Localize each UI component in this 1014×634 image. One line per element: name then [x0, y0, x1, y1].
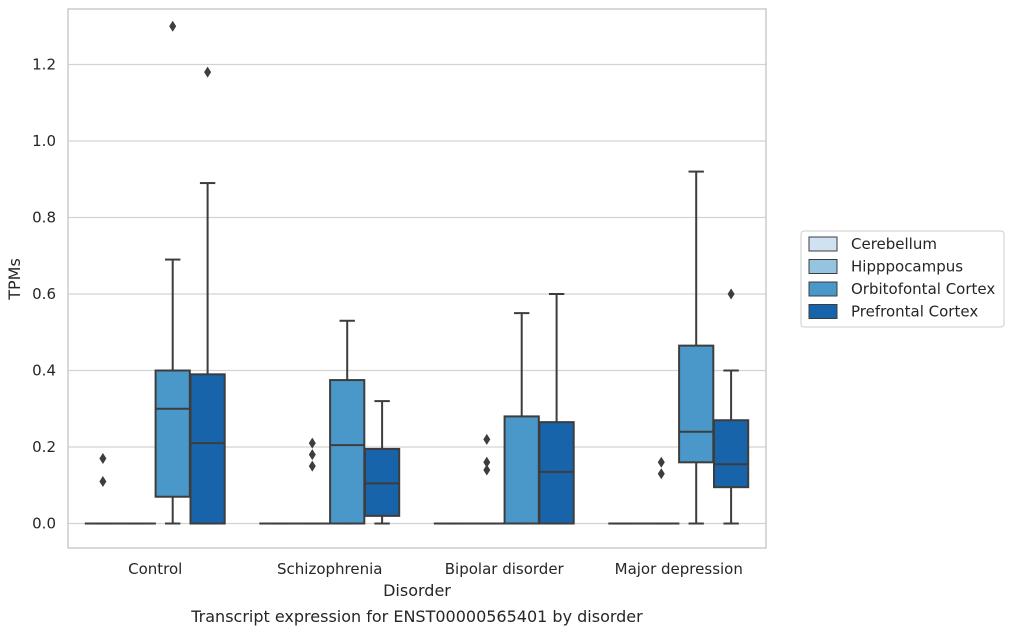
- box-prefrontal-cortex: [189, 66, 226, 525]
- outlier-point: [308, 460, 316, 472]
- legend-label: Hipppocampus: [851, 258, 963, 276]
- x-tick-label: Schizophrenia: [277, 560, 382, 578]
- outlier-point: [727, 288, 735, 300]
- y-tick-label: 0.2: [32, 438, 56, 456]
- y-axis-title: TPMs: [5, 258, 24, 301]
- y-tick-label: 0.0: [32, 515, 56, 533]
- x-axis-title: Disorder: [383, 581, 451, 600]
- box-body: [154, 369, 191, 498]
- y-tick-label: 1.0: [32, 132, 56, 150]
- legend-swatch: [808, 281, 838, 297]
- outlier-point: [483, 456, 491, 468]
- outlier-point: [169, 20, 177, 32]
- legend-swatch: [808, 236, 838, 252]
- box-orbitofontal-cortex: [503, 312, 540, 525]
- outlier-point: [657, 468, 665, 480]
- legend-frame: [800, 230, 1005, 328]
- outlier-point: [204, 66, 212, 78]
- x-tick-label: Control: [128, 560, 182, 578]
- outlier-point: [99, 452, 107, 464]
- outlier-point: [308, 437, 316, 449]
- x-tick-labels: Control Schizophrenia Bipolar disorder Majo…: [128, 560, 743, 578]
- plot-frame: [67, 8, 767, 549]
- box-body: [712, 419, 750, 489]
- legend-label: Orbitofontal Cortex: [851, 280, 995, 298]
- outlier-point: [308, 449, 316, 461]
- outlier-point: [99, 475, 107, 487]
- box-body: [189, 373, 226, 525]
- y-tick-label: 0.8: [32, 208, 56, 226]
- box-prefrontal-cortex: [363, 400, 401, 525]
- outlier-point: [483, 464, 491, 476]
- box-hipppocampus: [643, 456, 680, 525]
- chart-caption: Transcript expression for ENST0000056540…: [190, 607, 643, 626]
- legend-swatch: [808, 259, 838, 274]
- y-tick-label: 0.6: [32, 285, 56, 303]
- legend-label: Prefrontal Cortex: [851, 303, 978, 321]
- y-tick-label: 1.2: [32, 55, 56, 73]
- legend-label: Cerebellum: [851, 235, 937, 253]
- y-tick-labels: 0.0 0.2 0.4 0.6 0.8 1.0 1.2: [32, 55, 56, 532]
- box-body: [678, 344, 715, 464]
- box-orbitofontal-cortex: [154, 20, 191, 525]
- outlier-point: [483, 433, 491, 445]
- box-body: [329, 379, 366, 525]
- box-prefrontal-cortex: [538, 292, 575, 525]
- box-orbitofontal-cortex: [329, 319, 366, 525]
- box-series: [84, 20, 750, 525]
- box-prefrontal-cortex: [712, 288, 750, 525]
- legend-swatch: [808, 304, 838, 319]
- box-orbitofontal-cortex: [678, 170, 715, 525]
- y-tick-label: 0.4: [32, 362, 56, 380]
- x-tick-label: Major depression: [615, 560, 743, 578]
- box-body: [503, 415, 540, 525]
- outlier-point: [657, 456, 665, 468]
- x-tick-label: Bipolar disorder: [445, 560, 565, 578]
- legend: Cerebellum Hipppocampus Orbitofontal Corte…: [800, 230, 1005, 328]
